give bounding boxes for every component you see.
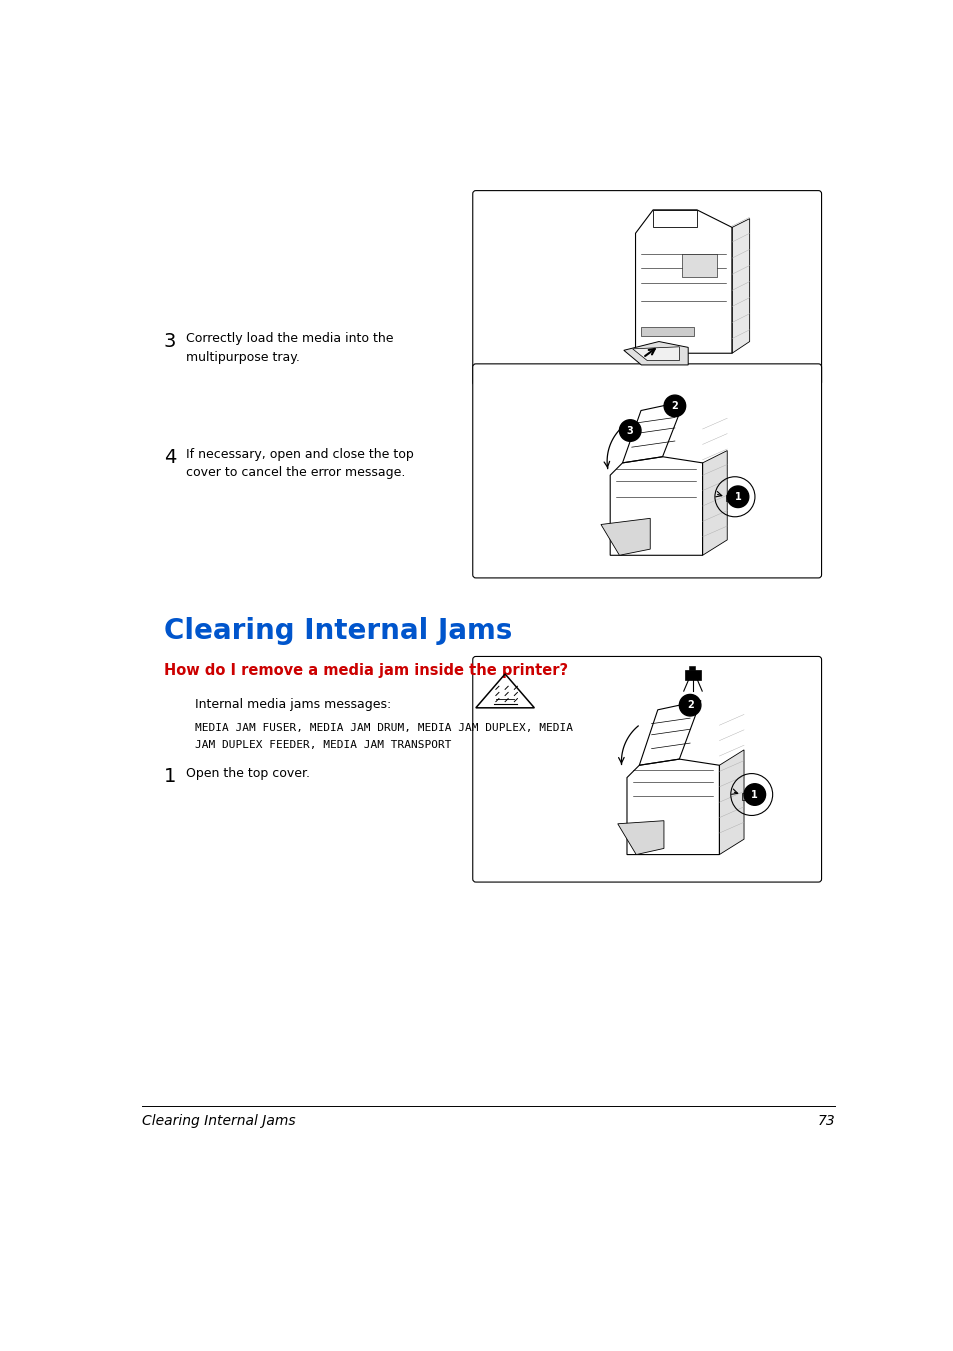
Text: 3: 3 <box>626 426 633 435</box>
Bar <box>684 670 700 681</box>
Text: Open the top cover.: Open the top cover. <box>185 767 309 781</box>
Bar <box>725 496 733 501</box>
Circle shape <box>726 486 748 508</box>
Text: MEDIA JAM FUSER, MEDIA JAM DRUM, MEDIA JAM DUPLEX, MEDIA: MEDIA JAM FUSER, MEDIA JAM DRUM, MEDIA J… <box>194 723 572 734</box>
Text: multipurpose tray.: multipurpose tray. <box>185 351 299 363</box>
Text: 1: 1 <box>751 789 758 800</box>
Circle shape <box>679 694 700 716</box>
Text: Internal media jams messages:: Internal media jams messages: <box>194 698 391 711</box>
Text: 2: 2 <box>686 700 693 711</box>
Circle shape <box>618 420 640 442</box>
Polygon shape <box>701 451 726 555</box>
Circle shape <box>663 394 685 416</box>
Text: JAM DUPLEX FEEDER, MEDIA JAM TRANSPORT: JAM DUPLEX FEEDER, MEDIA JAM TRANSPORT <box>194 740 451 750</box>
FancyBboxPatch shape <box>473 363 821 578</box>
Text: 2: 2 <box>671 401 678 411</box>
Bar <box>681 254 717 277</box>
Polygon shape <box>618 820 663 855</box>
FancyBboxPatch shape <box>473 657 821 882</box>
Polygon shape <box>731 219 749 353</box>
Text: Clearing Internal Jams: Clearing Internal Jams <box>164 617 512 646</box>
Polygon shape <box>600 519 650 555</box>
Circle shape <box>687 671 694 678</box>
Text: Clearing Internal Jams: Clearing Internal Jams <box>142 1113 295 1128</box>
Text: If necessary, open and close the top: If necessary, open and close the top <box>185 447 413 461</box>
Bar <box>640 327 694 335</box>
Polygon shape <box>719 750 743 855</box>
Text: 4: 4 <box>164 447 176 467</box>
Text: 3: 3 <box>164 332 176 351</box>
Text: Correctly load the media into the: Correctly load the media into the <box>185 332 393 346</box>
Bar <box>740 793 749 800</box>
Bar <box>688 666 695 670</box>
Text: 1: 1 <box>734 492 740 501</box>
Polygon shape <box>632 347 679 361</box>
Circle shape <box>743 784 765 805</box>
Text: cover to cancel the error message.: cover to cancel the error message. <box>185 466 404 480</box>
Polygon shape <box>623 342 687 365</box>
Text: 73: 73 <box>817 1113 835 1128</box>
FancyBboxPatch shape <box>473 190 821 385</box>
Text: How do I remove a media jam inside the printer?: How do I remove a media jam inside the p… <box>164 663 568 678</box>
Text: 1: 1 <box>164 767 176 786</box>
